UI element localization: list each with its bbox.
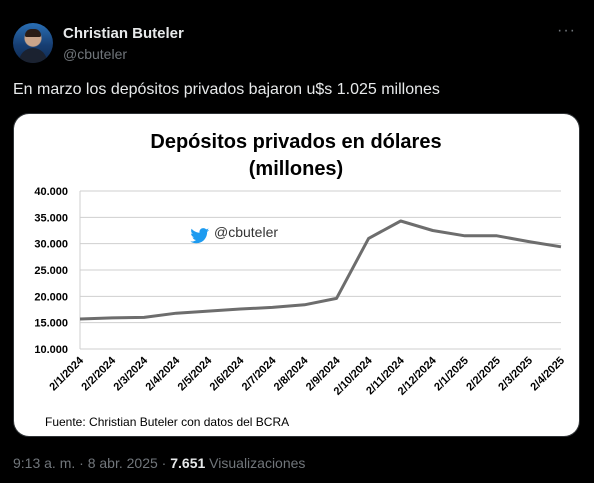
- chart-subtitle: (millones): [249, 158, 343, 180]
- meta-separator-2: ·: [161, 455, 167, 471]
- series-line: [79, 219, 562, 321]
- chart-svg: Depósitos privados en dólares (millones)…: [14, 114, 579, 436]
- chart-grid: [79, 190, 561, 350]
- tweet-media[interactable]: Depósitos privados en dólares (millones)…: [13, 113, 580, 437]
- views-label: Visualizaciones: [209, 455, 306, 471]
- y-tick-label: 10.000: [34, 344, 68, 356]
- author-name[interactable]: Christian Buteler: [63, 25, 184, 42]
- twitter-bird-icon: [190, 228, 210, 244]
- y-tick-label: 25.000: [34, 265, 68, 277]
- watermark-handle: @cbuteler: [214, 224, 278, 240]
- y-tick-label: 30.000: [34, 239, 68, 251]
- tweet-time[interactable]: 9:13 a. m.: [13, 455, 76, 471]
- y-axis: 40.000 35.000 30.000 25.000 20.000 15.000 10.0…: [34, 186, 68, 356]
- avatar[interactable]: [13, 23, 53, 63]
- author-handle[interactable]: @cbuteler: [63, 46, 128, 62]
- y-tick-label: 15.000: [34, 318, 68, 330]
- y-tick-label: 40.000: [34, 186, 68, 198]
- tweet-meta: 9:13 a. m. · 8 abr. 2025 · 7.651 Visuali…: [13, 455, 305, 471]
- more-options-icon[interactable]: ···: [557, 22, 576, 39]
- tweet-text: En marzo los depósitos privados bajaron …: [13, 81, 440, 98]
- avatar-shoulders: [19, 48, 47, 63]
- y-tick-label: 35.000: [34, 212, 68, 224]
- chart-source: Fuente: Christian Buteler con datos del …: [45, 415, 289, 429]
- meta-separator: ·: [79, 455, 84, 471]
- y-tick-label: 20.000: [34, 291, 68, 303]
- watermark: @cbuteler: [190, 224, 278, 244]
- chart-title: Depósitos privados en dólares: [150, 131, 441, 153]
- chart-background: [14, 114, 579, 436]
- views-count: 7.651: [170, 455, 206, 471]
- tweet-date[interactable]: 8 abr. 2025: [87, 455, 158, 471]
- avatar-hair: [25, 29, 41, 37]
- chart-series: [79, 219, 562, 321]
